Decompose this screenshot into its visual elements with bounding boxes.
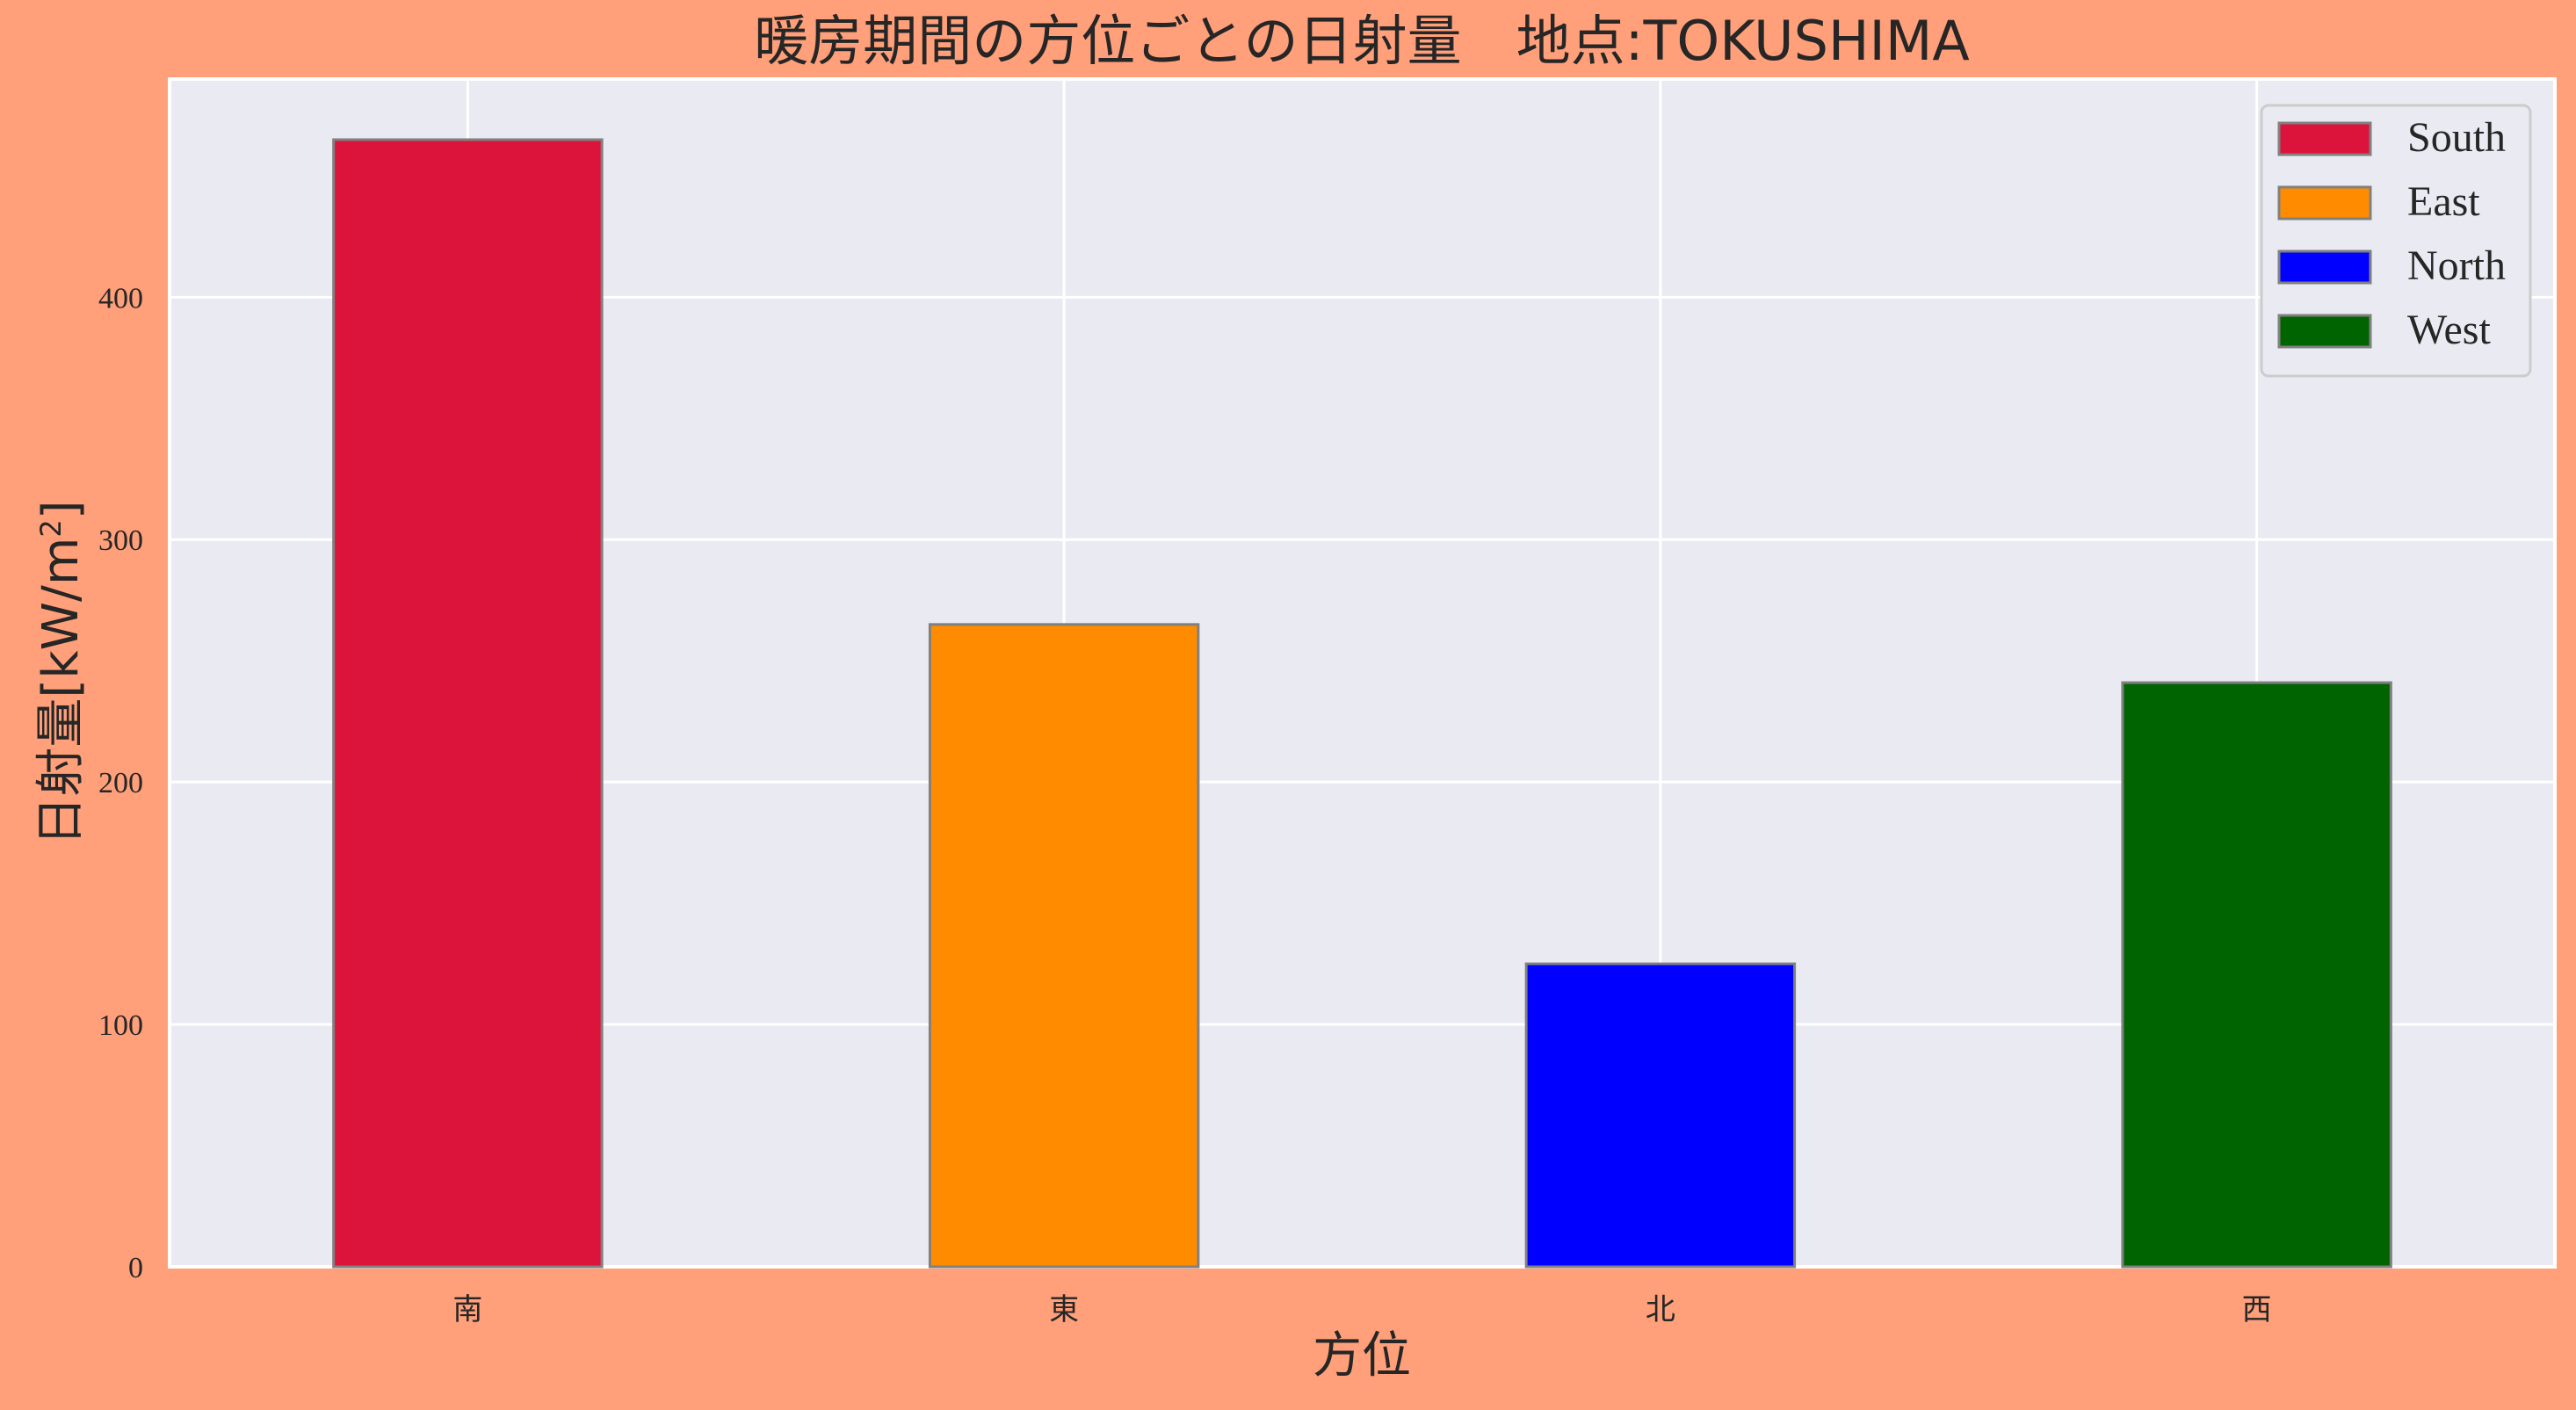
legend-swatch-west <box>2277 314 2372 349</box>
bar-east <box>928 623 1200 1269</box>
chart-title: 暖房期間の方位ごとの日射量 地点:TOKUSHIMA <box>754 9 1969 73</box>
legend-box <box>2260 104 2532 378</box>
legend-label-south: South <box>2407 114 2506 161</box>
y-axis-label-close: ] <box>33 500 90 519</box>
legend-label-east: East <box>2407 178 2480 225</box>
x-axis-label: 方位 <box>1313 1327 1411 1385</box>
x-tick-label: 東 <box>1049 1292 1079 1327</box>
bar-south <box>332 138 604 1269</box>
bar-north <box>1524 962 1797 1269</box>
y-tick-label: 300 <box>98 524 143 557</box>
legend: South East North West <box>2260 104 2532 378</box>
y-tick-label: 200 <box>98 767 143 799</box>
legend-swatch-east <box>2277 185 2372 221</box>
x-axis-ticks: 南東北西 <box>452 1292 2271 1327</box>
bar-west <box>2121 681 2392 1269</box>
y-tick-label: 100 <box>98 1009 143 1042</box>
y-tick-label: 0 <box>128 1252 143 1284</box>
legend-swatch-south <box>2277 121 2372 156</box>
legend-swatch-north <box>2277 249 2372 285</box>
y-axis-ticks: 0 100 200 300 400 <box>98 282 143 1284</box>
y-axis-label-superscript: 2 <box>34 519 68 537</box>
x-tick-label: 南 <box>452 1292 482 1327</box>
x-tick-label: 北 <box>1646 1292 1675 1327</box>
legend-label-north: North <box>2407 242 2506 289</box>
legend-label-west: West <box>2407 307 2491 353</box>
y-axis-label-main: 日射量[kW/m <box>33 538 90 846</box>
bar-group <box>332 138 2392 1269</box>
x-tick-label: 西 <box>2242 1292 2272 1327</box>
y-tick-label: 400 <box>98 282 143 315</box>
y-axis-label: 日射量[kW/m2] <box>33 500 90 845</box>
